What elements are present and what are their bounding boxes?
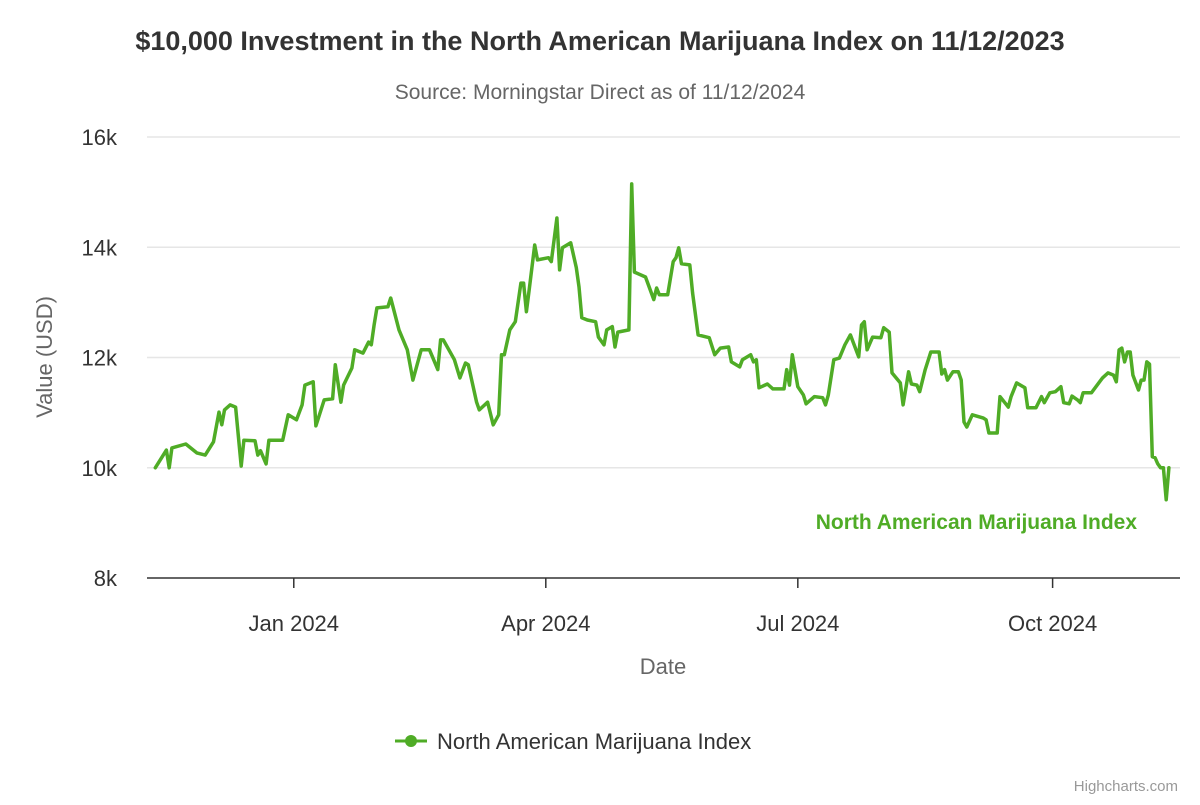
y-tick-label: 8k — [94, 566, 118, 591]
x-axis-title: Date — [640, 654, 686, 679]
legend-marker-icon — [405, 735, 417, 747]
y-tick-label: 12k — [82, 346, 118, 371]
y-axis-labels: 8k 10k 12k 14k 16k — [82, 125, 118, 591]
y-tick-label: 14k — [82, 235, 118, 260]
y-axis-title: Value (USD) — [32, 296, 57, 418]
gridlines — [147, 136, 1180, 469]
series-label: North American Marijuana Index — [816, 511, 1138, 534]
x-tick-label: Oct 2024 — [1008, 611, 1097, 636]
x-tick-label: Jan 2024 — [249, 611, 340, 636]
x-tick-label: Jul 2024 — [756, 611, 839, 636]
credits-link[interactable]: Highcharts.com — [1074, 778, 1178, 795]
legend-label: North American Marijuana Index — [437, 729, 751, 754]
series-line[interactable] — [153, 182, 1171, 502]
y-tick-label: 10k — [82, 456, 118, 481]
chart-subtitle: Source: Morningstar Direct as of 11/12/2… — [395, 81, 806, 104]
x-tick-label: Apr 2024 — [501, 611, 590, 636]
y-tick-label: 16k — [82, 125, 118, 150]
legend-item[interactable]: North American Marijuana Index — [395, 729, 751, 754]
x-axis-labels: Jan 2024 Apr 2024 Jul 2024 Oct 2024 — [249, 578, 1097, 636]
chart-title: $10,000 Investment in the North American… — [135, 26, 1064, 56]
series-group — [153, 182, 1171, 502]
